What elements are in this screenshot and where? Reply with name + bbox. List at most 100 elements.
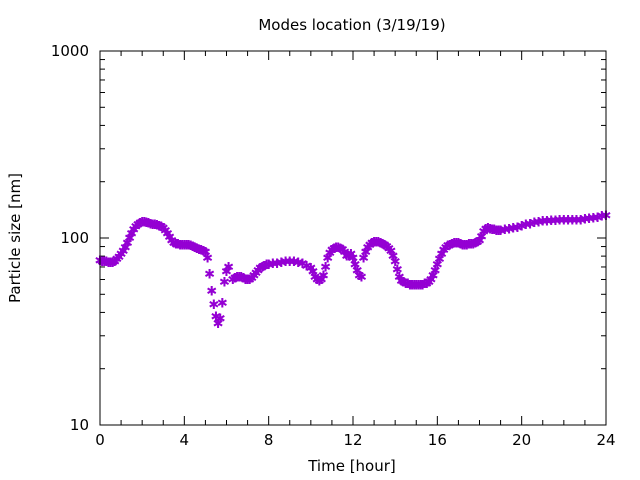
data-point: ✱ (107, 256, 118, 271)
data-point: ✱ (177, 238, 188, 253)
data-point: ✱ (261, 258, 272, 273)
data-point: ✱ (485, 222, 496, 237)
data-point: ✱ (326, 244, 337, 259)
data-point: ✱ (132, 218, 143, 233)
data-point: ✱ (147, 218, 158, 233)
data-point: ✱ (588, 211, 599, 226)
data-point: ✱ (206, 285, 217, 300)
data-point: ✱ (111, 253, 122, 268)
data-point: ✱ (257, 260, 268, 275)
data-point: ✱ (404, 279, 415, 294)
data-point: ✱ (255, 262, 266, 277)
data-point: ✱ (139, 215, 150, 230)
x-tick-label: 8 (264, 431, 274, 449)
data-point: ✱ (240, 273, 251, 288)
data-point: ✱ (316, 273, 327, 288)
data-point: ✱ (204, 268, 215, 283)
data-point: ✱ (394, 270, 405, 285)
data-point: ✱ (170, 237, 181, 252)
data-point: ✱ (143, 217, 154, 232)
data-point: ✱ (217, 296, 228, 311)
data-point: ✱ (546, 214, 557, 229)
data-point: ✱ (202, 252, 213, 267)
data-point: ✱ (259, 259, 270, 274)
data-point: ✱ (480, 222, 491, 237)
data-point: ✱ (234, 270, 245, 285)
data-point: ✱ (375, 237, 386, 252)
data-point: ✱ (584, 212, 595, 227)
data-point: ✱ (436, 248, 447, 263)
data-point: ✱ (181, 238, 192, 253)
data-point: ✱ (461, 238, 472, 253)
y-tick-label: 100 (60, 229, 89, 247)
data-point: ✱ (432, 258, 443, 273)
data-point: ✱ (459, 238, 470, 253)
data-points: ✱✱✱✱✱✱✱✱✱✱✱✱✱✱✱✱✱✱✱✱✱✱✱✱✱✱✱✱✱✱✱✱✱✱✱✱✱✱✱✱… (95, 209, 612, 332)
axis-ticks: 0 4 8 12 16 20 24 10 100 1000 (51, 42, 616, 449)
data-point: ✱ (227, 273, 238, 288)
data-point: ✱ (499, 223, 510, 238)
data-point: ✱ (430, 264, 441, 279)
data-point: ✱ (284, 255, 295, 270)
data-point: ✱ (211, 310, 222, 325)
data-point: ✱ (166, 234, 177, 249)
x-tick-label: 24 (596, 431, 615, 449)
data-point: ✱ (447, 237, 458, 252)
data-point: ✱ (419, 277, 430, 292)
data-point: ✱ (253, 264, 264, 279)
data-point: ✱ (158, 222, 169, 237)
data-point: ✱ (525, 217, 536, 232)
data-point: ✱ (244, 273, 255, 288)
data-point: ✱ (219, 276, 230, 291)
data-point: ✱ (455, 237, 466, 252)
data-point: ✱ (373, 236, 384, 251)
data-point: ✱ (196, 244, 207, 259)
data-point: ✱ (126, 227, 137, 242)
data-point: ✱ (289, 255, 300, 270)
data-point: ✱ (596, 210, 607, 225)
data-point: ✱ (377, 237, 388, 252)
data-point: ✱ (423, 276, 434, 291)
data-point: ✱ (114, 251, 125, 266)
data-point: ✱ (229, 272, 240, 287)
data-point: ✱ (495, 224, 506, 239)
data-point: ✱ (411, 279, 422, 294)
y-tick-label: 10 (70, 416, 89, 434)
data-point: ✱ (162, 227, 173, 242)
data-point: ✱ (312, 273, 323, 288)
data-point: ✱ (97, 255, 108, 270)
data-point: ✱ (474, 234, 485, 249)
data-point: ✱ (579, 213, 590, 228)
data-point: ✱ (272, 257, 283, 272)
data-point: ✱ (343, 250, 354, 265)
data-point: ✱ (508, 222, 519, 237)
data-point: ✱ (185, 239, 196, 254)
data-point: ✱ (213, 317, 224, 332)
data-point: ✱ (367, 237, 378, 252)
data-point: ✱ (310, 270, 321, 285)
data-point: ✱ (381, 240, 392, 255)
data-point: ✱ (341, 250, 352, 265)
y-tick-label: 1000 (51, 42, 89, 60)
data-point: ✱ (396, 274, 407, 289)
data-point: ✱ (504, 222, 515, 237)
data-point: ✱ (149, 218, 160, 233)
data-point: ✱ (215, 312, 226, 327)
data-point: ✱ (358, 252, 369, 267)
data-point: ✱ (417, 279, 428, 294)
data-point: ✱ (164, 231, 175, 246)
data-point: ✱ (438, 244, 449, 259)
data-point: ✱ (571, 213, 582, 228)
data-point: ✱ (160, 224, 171, 239)
data-point: ✱ (537, 215, 548, 230)
data-point: ✱ (339, 246, 350, 261)
data-point: ✱ (345, 248, 356, 263)
data-point: ✱ (156, 220, 167, 235)
data-point: ✱ (575, 213, 586, 228)
data-point: ✱ (348, 252, 359, 267)
data-point: ✱ (183, 238, 194, 253)
data-point: ✱ (192, 242, 203, 257)
data-point: ✱ (221, 265, 232, 280)
data-point: ✱ (398, 276, 409, 291)
data-point: ✱ (426, 273, 437, 288)
